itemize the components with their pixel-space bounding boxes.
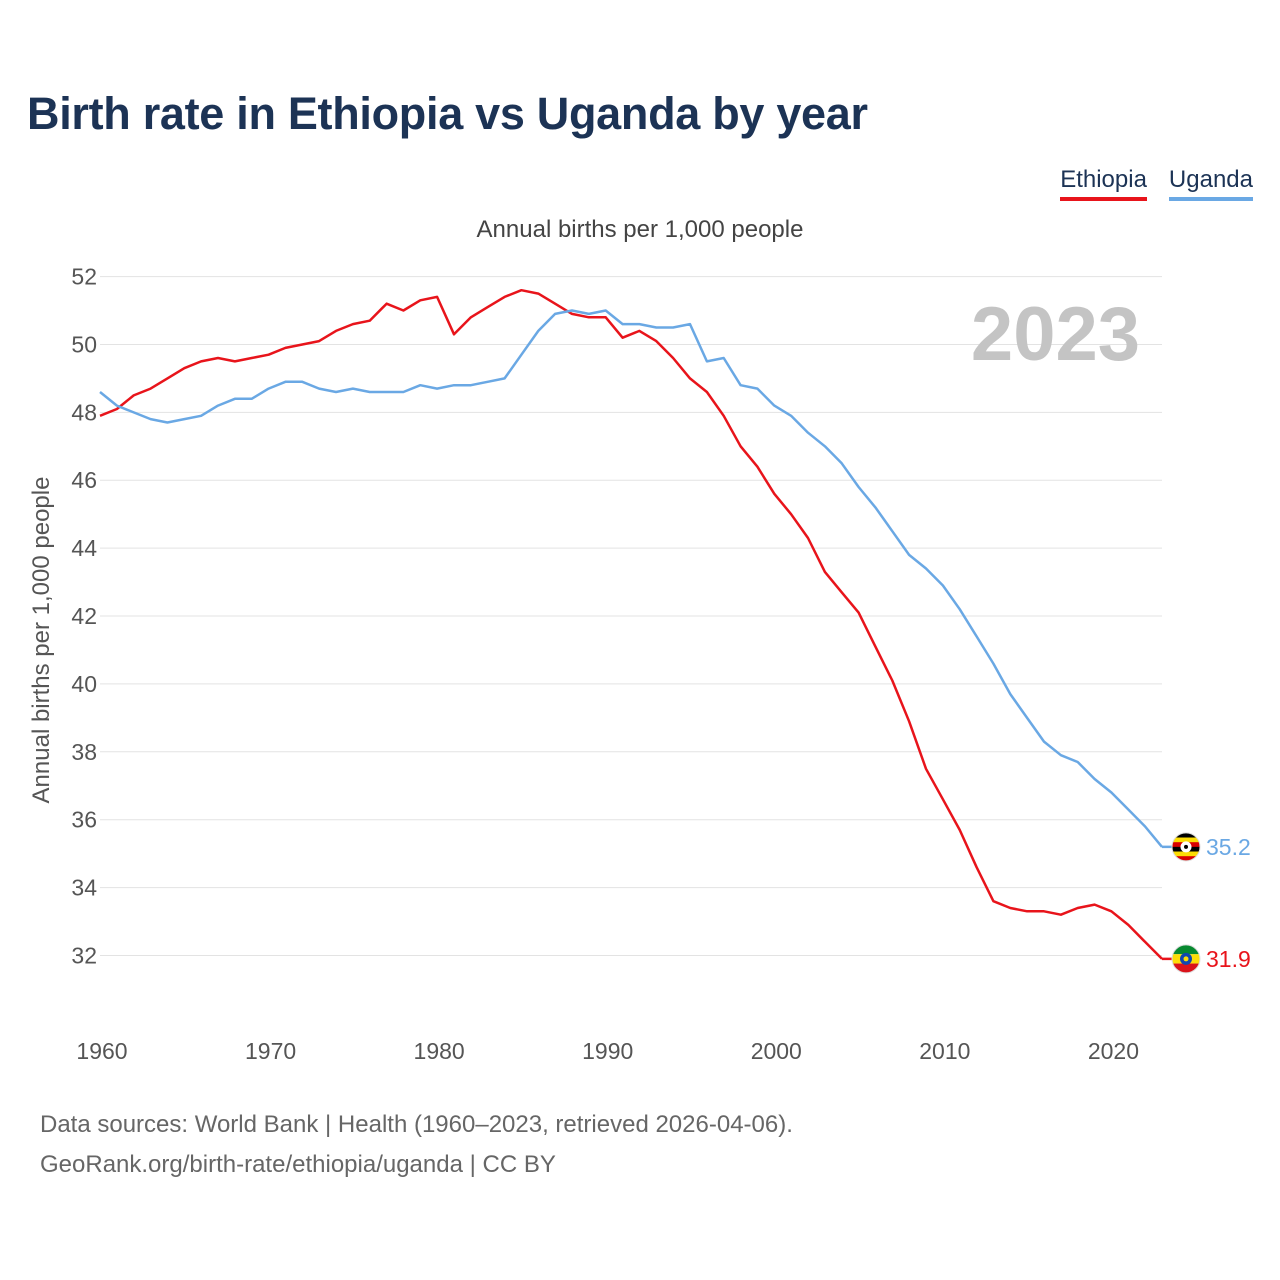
legend-item-ethiopia[interactable]: Ethiopia (1060, 166, 1147, 201)
x-tick-label: 1960 (76, 1038, 127, 1064)
y-tick-label: 42 (71, 603, 97, 629)
x-axis-ticks: 1960 1970 1980 1990 2000 2010 2020 (76, 1038, 1139, 1064)
x-tick-label: 2000 (751, 1038, 802, 1064)
y-tick-label: 38 (71, 739, 97, 765)
x-tick-label: 1990 (582, 1038, 633, 1064)
y-tick-label: 40 (71, 671, 97, 697)
y-axis-ticks: 32 34 36 38 40 42 44 46 48 50 52 (71, 264, 97, 969)
end-markers: 31.9 35.2 (1162, 832, 1251, 974)
y-tick-label: 36 (71, 807, 97, 833)
end-value-label-ethiopia: 31.9 (1206, 946, 1251, 972)
uganda-flag-icon (1171, 832, 1201, 862)
chart-title: Birth rate in Ethiopia vs Uganda by year (27, 88, 868, 139)
series-line-ethiopia[interactable] (99, 288, 1163, 960)
y-tick-label: 32 (71, 942, 97, 968)
source-line-2[interactable]: GeoRank.org/birth-rate/ethiopia/uganda |… (40, 1151, 556, 1178)
gridlines (100, 276, 1162, 956)
end-value-label-uganda: 35.2 (1206, 834, 1251, 860)
ethiopia-flag-icon (1171, 944, 1201, 974)
x-tick-label: 1980 (414, 1038, 465, 1064)
series-lines (99, 288, 1163, 960)
legend-item-uganda[interactable]: Uganda (1168, 166, 1253, 201)
year-watermark: 2023 (971, 292, 1140, 377)
series-line-uganda[interactable] (99, 309, 1163, 848)
y-tick-label: 34 (71, 875, 97, 901)
x-tick-label: 2020 (1088, 1038, 1139, 1064)
x-tick-label: 1970 (245, 1038, 296, 1064)
source-note: Data sources: World Bank | Health (1960–… (40, 1105, 793, 1185)
x-tick-label: 2010 (919, 1038, 970, 1064)
legend: Ethiopia Uganda (1060, 166, 1253, 201)
y-tick-label: 52 (71, 264, 97, 290)
y-tick-label: 44 (71, 535, 97, 561)
source-line-1: Data sources: World Bank | Health (1960–… (40, 1111, 793, 1138)
y-tick-label: 48 (71, 399, 97, 425)
y-tick-label: 50 (71, 331, 97, 357)
y-tick-label: 46 (71, 467, 97, 493)
chart-subtitle: Annual births per 1,000 people (476, 216, 804, 243)
